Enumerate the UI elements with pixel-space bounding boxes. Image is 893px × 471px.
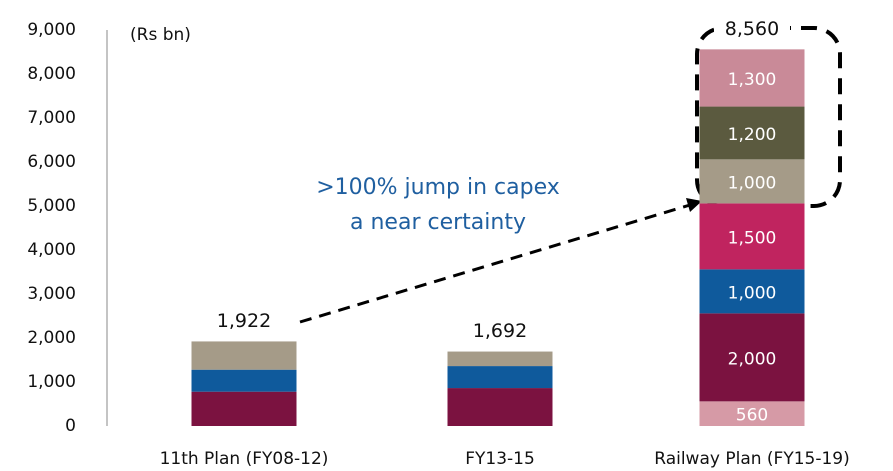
bar-segment	[447, 366, 553, 389]
segment-label: 1,300	[728, 70, 777, 90]
segment-label: 1,000	[728, 173, 777, 193]
x-tick-label: FY13-15	[465, 449, 535, 469]
total-label: 8,560	[725, 18, 779, 40]
total-label: 1,922	[217, 310, 271, 332]
bar-segment	[191, 391, 297, 426]
y-tick-label: 6,000	[27, 152, 76, 172]
segment-label: 1,500	[728, 228, 777, 248]
bar-segment	[191, 341, 297, 370]
y-tick-label: 7,000	[27, 108, 76, 128]
bar-segment	[699, 203, 805, 270]
arrow-head	[686, 198, 702, 212]
x-tick-label: 11th Plan (FY08-12)	[160, 449, 329, 469]
segment-label: 1,200	[728, 125, 777, 145]
bar-segment	[699, 49, 805, 107]
arrow-line	[299, 203, 691, 324]
y-tick-label: 1,000	[27, 372, 76, 392]
total-label: 1,692	[473, 320, 527, 342]
annotation: a near certainty	[350, 210, 526, 235]
total-label-bg	[462, 319, 538, 344]
unit-label: (Rs bn)	[130, 25, 191, 45]
bar-segment	[699, 401, 805, 426]
total-label-bg	[714, 17, 790, 42]
y-tick-label: 3,000	[27, 284, 76, 304]
y-tick-label: 2,000	[27, 328, 76, 348]
bar-segment	[699, 313, 805, 402]
bar-segment	[447, 351, 553, 367]
segment-label: 2,000	[728, 349, 777, 369]
total-label-bg	[206, 309, 282, 334]
bar-segment	[191, 369, 297, 392]
segment-label: 560	[736, 406, 768, 426]
bar-segment	[699, 106, 805, 160]
bar-segment	[699, 159, 805, 204]
annotation: >100% jump in capex	[316, 175, 560, 200]
y-tick-label: 0	[65, 416, 76, 436]
bar-segment	[447, 388, 553, 426]
y-tick-label: 8,000	[27, 64, 76, 84]
bar-segment	[699, 269, 805, 314]
y-tick-label: 4,000	[27, 240, 76, 260]
y-tick-label: 9,000	[27, 20, 76, 40]
segment-label: 1,000	[728, 283, 777, 303]
y-tick-label: 5,000	[27, 196, 76, 216]
x-tick-label: Railway Plan (FY15-19)	[654, 449, 849, 469]
